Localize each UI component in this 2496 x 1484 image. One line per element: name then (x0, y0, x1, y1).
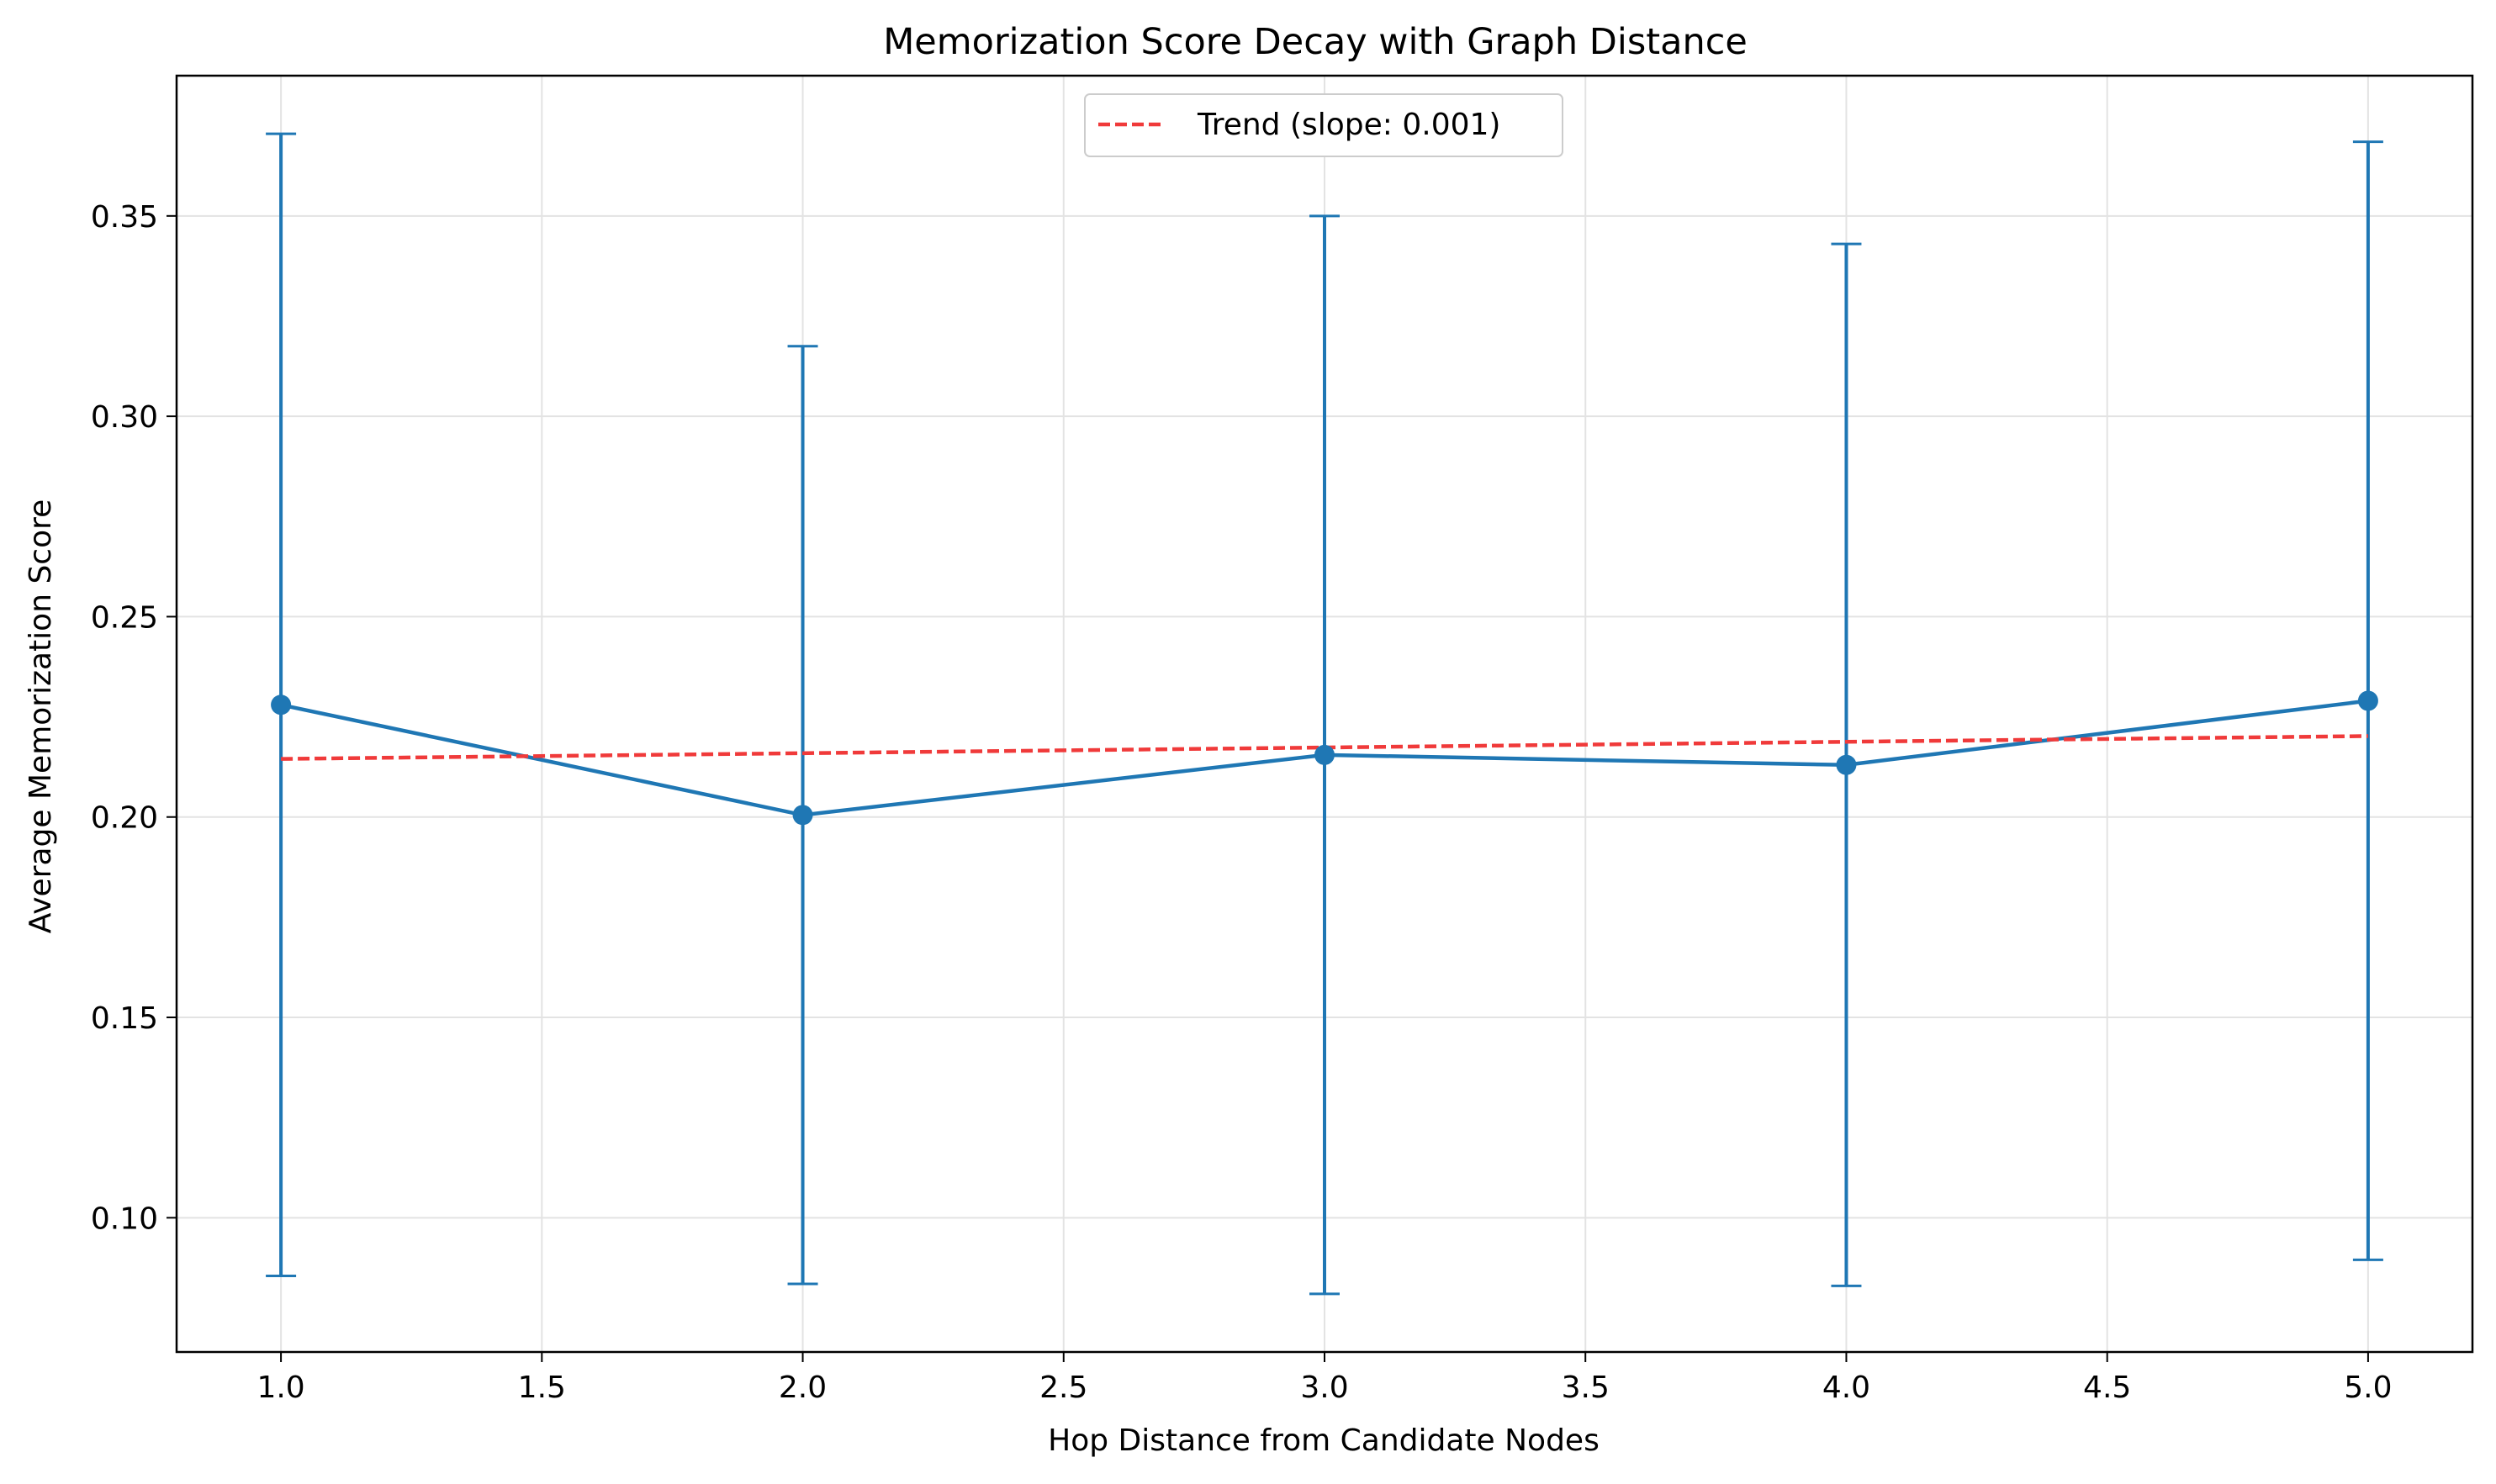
x-tick-label: 4.5 (2083, 1370, 2131, 1405)
x-tick-label: 1.0 (256, 1370, 304, 1405)
y-tick-label: 0.20 (91, 801, 158, 836)
data-point (2357, 690, 2378, 711)
x-tick-label: 5.0 (2344, 1370, 2392, 1405)
y-tick-label: 0.10 (91, 1201, 158, 1236)
y-tick-label: 0.25 (91, 600, 158, 635)
y-tick-label: 0.30 (91, 400, 158, 435)
legend-trend-label: Trend (slope: 0.001) (1197, 108, 1500, 142)
data-point (792, 805, 813, 826)
x-tick-label: 3.0 (1300, 1370, 1348, 1405)
data-point (271, 694, 292, 716)
data-point (1314, 744, 1335, 765)
x-axis-label: Hop Distance from Candidate Nodes (1048, 1423, 1600, 1458)
x-tick-label: 1.5 (518, 1370, 566, 1405)
axis-layer: 1.0 1.5 2.0 2.5 3.0 3.5 4.0 4.5 5.0 0.10 0.15 0.20 0… (91, 200, 2393, 1405)
y-tick-label: 0.35 (91, 200, 158, 235)
x-tick-label: 2.0 (779, 1370, 827, 1405)
y-axis-label: Average Memorization Score (24, 499, 58, 934)
x-tick-label: 2.5 (1039, 1370, 1087, 1405)
legend: Trend (slope: 0.001) (1084, 93, 1563, 157)
y-tick-label: 0.15 (91, 1001, 158, 1036)
chart-title: Memorization Score Decay with Graph Dist… (883, 21, 1748, 63)
x-tick-label: 4.0 (1822, 1370, 1870, 1405)
x-tick-label: 3.5 (1562, 1370, 1610, 1405)
legend-box (1084, 93, 1563, 157)
series-layer (266, 132, 2383, 1296)
data-point (1836, 754, 1857, 775)
